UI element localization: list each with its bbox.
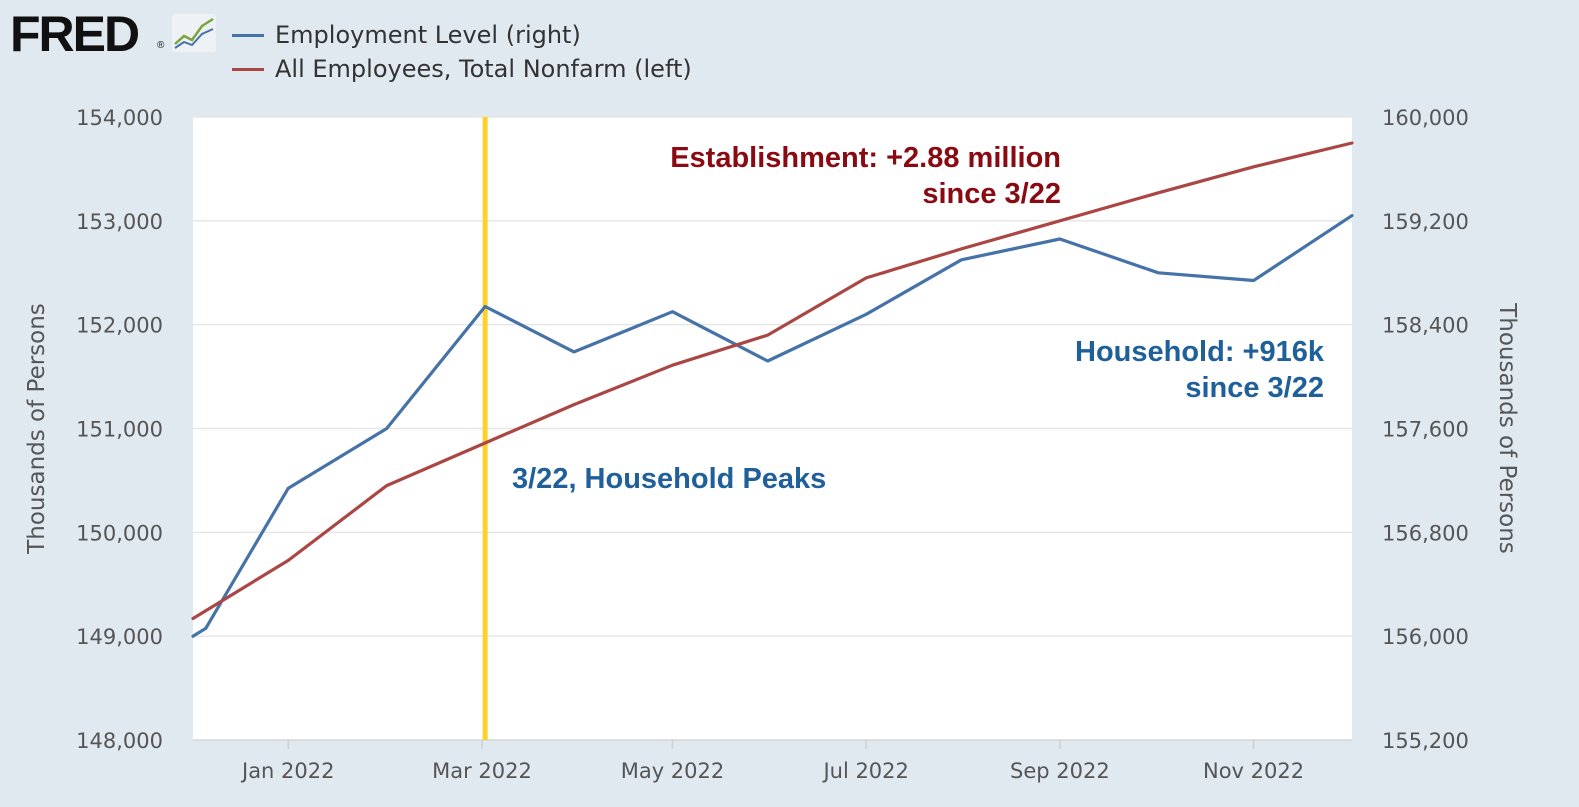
legend-item-establishment[interactable]: All Employees, Total Nonfarm (left)	[232, 52, 692, 86]
series-line-household	[191, 214, 1354, 638]
x-tick-label: Mar 2022	[432, 759, 532, 783]
y-left-tick-label: 150,000	[76, 521, 163, 545]
fred-logo[interactable]: FRED	[10, 6, 140, 62]
legend-item-household[interactable]: Employment Level (right)	[232, 18, 692, 52]
annotation-household-peaks: 3/22, Household Peaks	[512, 463, 826, 495]
x-tick-label: Sep 2022	[1010, 759, 1110, 783]
x-tick-label: Jan 2022	[240, 759, 335, 783]
x-tick-label: Nov 2022	[1203, 759, 1304, 783]
legend-swatch-establishment	[232, 67, 264, 71]
y-left-tick-label: 154,000	[76, 106, 163, 130]
y-left-axis-title: Thousands of Persons	[24, 303, 50, 555]
legend-swatch-household	[232, 33, 264, 37]
legend-label-establishment: All Employees, Total Nonfarm (left)	[275, 55, 692, 83]
series-line-establishment	[191, 141, 1354, 621]
annotation-household: since 3/22	[1185, 372, 1324, 404]
y-right-tick-label: 156,800	[1382, 521, 1469, 545]
annotation-establishment: since 3/22	[922, 178, 1061, 210]
y-left-tick-label: 152,000	[76, 314, 163, 338]
legend: Employment Level (right) All Employees, …	[232, 18, 692, 86]
registered-mark: ®	[157, 40, 165, 51]
legend-label-household: Employment Level (right)	[275, 21, 581, 49]
y-left-tick-label: 148,000	[76, 729, 163, 753]
y-right-tick-label: 159,200	[1382, 210, 1469, 234]
x-tick-label: Jul 2022	[821, 759, 908, 783]
x-tick-label: May 2022	[621, 759, 725, 783]
y-right-tick-label: 155,200	[1382, 729, 1469, 753]
y-right-axis-title: Thousands of Persons	[1494, 302, 1520, 554]
plot-area	[193, 117, 1352, 740]
y-right-tick-label: 157,600	[1382, 418, 1469, 442]
line-graph-icon	[172, 14, 216, 52]
y-left-tick-label: 149,000	[76, 625, 163, 649]
y-left-tick-label: 153,000	[76, 210, 163, 234]
y-right-tick-label: 158,400	[1382, 314, 1469, 338]
y-right-tick-label: 156,000	[1382, 625, 1469, 649]
y-right-tick-label: 160,000	[1382, 106, 1469, 130]
annotation-establishment: Establishment: +2.88 million	[670, 142, 1061, 174]
annotation-household: Household: +916k	[1075, 336, 1325, 368]
y-left-tick-label: 151,000	[76, 418, 163, 442]
